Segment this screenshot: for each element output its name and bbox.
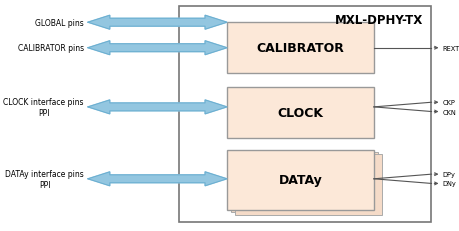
Polygon shape [88, 16, 226, 30]
Text: CALIBRATOR: CALIBRATOR [256, 42, 344, 55]
Text: CKP: CKP [441, 100, 454, 106]
Text: DATAy interface pins
PPI: DATAy interface pins PPI [5, 169, 84, 189]
Bar [179, 7, 431, 222]
Polygon shape [88, 172, 226, 186]
Text: REXT: REXT [441, 46, 459, 52]
Text: MXL-DPHY-TX: MXL-DPHY-TX [335, 14, 423, 27]
Text: DPy: DPy [441, 171, 454, 177]
Bar [230, 152, 377, 213]
Text: DNy: DNy [441, 181, 455, 187]
Text: CKN: CKN [441, 109, 455, 115]
Bar [226, 23, 373, 74]
Bar [235, 155, 381, 215]
Bar [226, 150, 373, 210]
Text: CLOCK interface pins
PPI: CLOCK interface pins PPI [4, 97, 84, 117]
Text: CLOCK: CLOCK [277, 107, 323, 120]
Text: GLOBAL pins: GLOBAL pins [35, 19, 84, 27]
Polygon shape [88, 100, 226, 114]
Polygon shape [88, 42, 226, 55]
Text: DATAy: DATAy [278, 174, 322, 187]
Bar [226, 88, 373, 139]
Text: CALIBRATOR pins: CALIBRATOR pins [18, 44, 84, 53]
